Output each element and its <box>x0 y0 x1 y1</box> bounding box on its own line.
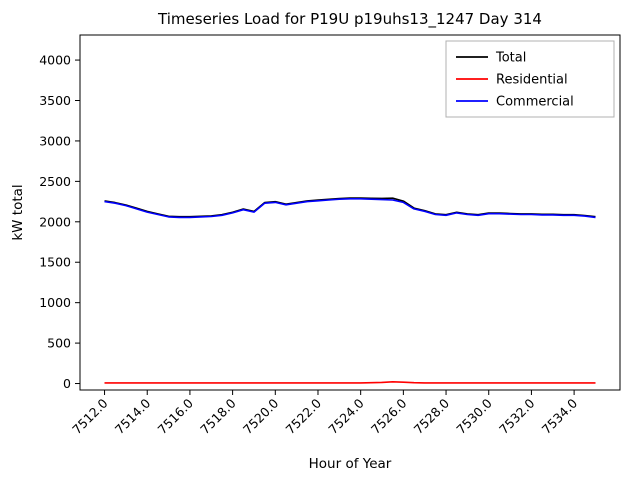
x-tick-label: 7524.0 <box>325 395 367 437</box>
x-axis-label: Hour of Year <box>309 456 392 472</box>
legend-label-residential: Residential <box>496 73 568 88</box>
y-tick-label: 4000 <box>39 53 71 68</box>
x-tick-label: 7530.0 <box>453 395 495 437</box>
chart-title: Timeseries Load for P19U p19uhs13_1247 D… <box>157 10 542 29</box>
x-tick-label: 7526.0 <box>368 395 410 437</box>
series-commercial <box>104 198 596 219</box>
series-residential <box>104 380 596 384</box>
y-tick-label: 3000 <box>39 133 71 148</box>
x-axis: 7512.0 7514.0 7516.0 7518.0 7520.0 7522.0 7524… <box>69 390 580 437</box>
legend: Total Residential Commercial <box>445 40 615 118</box>
x-tick-label: 7518.0 <box>197 395 239 437</box>
x-tick-label: 7532.0 <box>496 395 538 437</box>
y-tick-label: 1500 <box>39 255 71 270</box>
y-tick-label: 2500 <box>39 174 71 189</box>
y-axis: 0 500 1000 1500 2000 2500 3000 3500 4000 <box>39 53 80 391</box>
x-tick-label: 7512.0 <box>69 395 111 437</box>
legend-label-commercial: Commercial <box>496 95 574 110</box>
y-tick-label: 3500 <box>39 93 71 108</box>
series-lines <box>104 197 596 384</box>
x-tick-label: 7516.0 <box>154 395 196 437</box>
y-tick-label: 500 <box>47 336 71 351</box>
y-tick-label: 1000 <box>39 295 71 310</box>
y-axis-label: kW total <box>10 184 26 240</box>
plot-area-border <box>79 34 621 391</box>
x-tick-label: 7534.0 <box>539 395 581 437</box>
x-tick-label: 7528.0 <box>411 395 453 437</box>
y-tick-label: 2000 <box>39 214 71 229</box>
x-tick-label: 7522.0 <box>283 395 325 437</box>
x-tick-label: 7520.0 <box>240 395 282 437</box>
legend-label-total: Total <box>495 51 526 66</box>
y-tick-label: 0 <box>63 376 71 391</box>
x-tick-label: 7514.0 <box>112 395 154 437</box>
